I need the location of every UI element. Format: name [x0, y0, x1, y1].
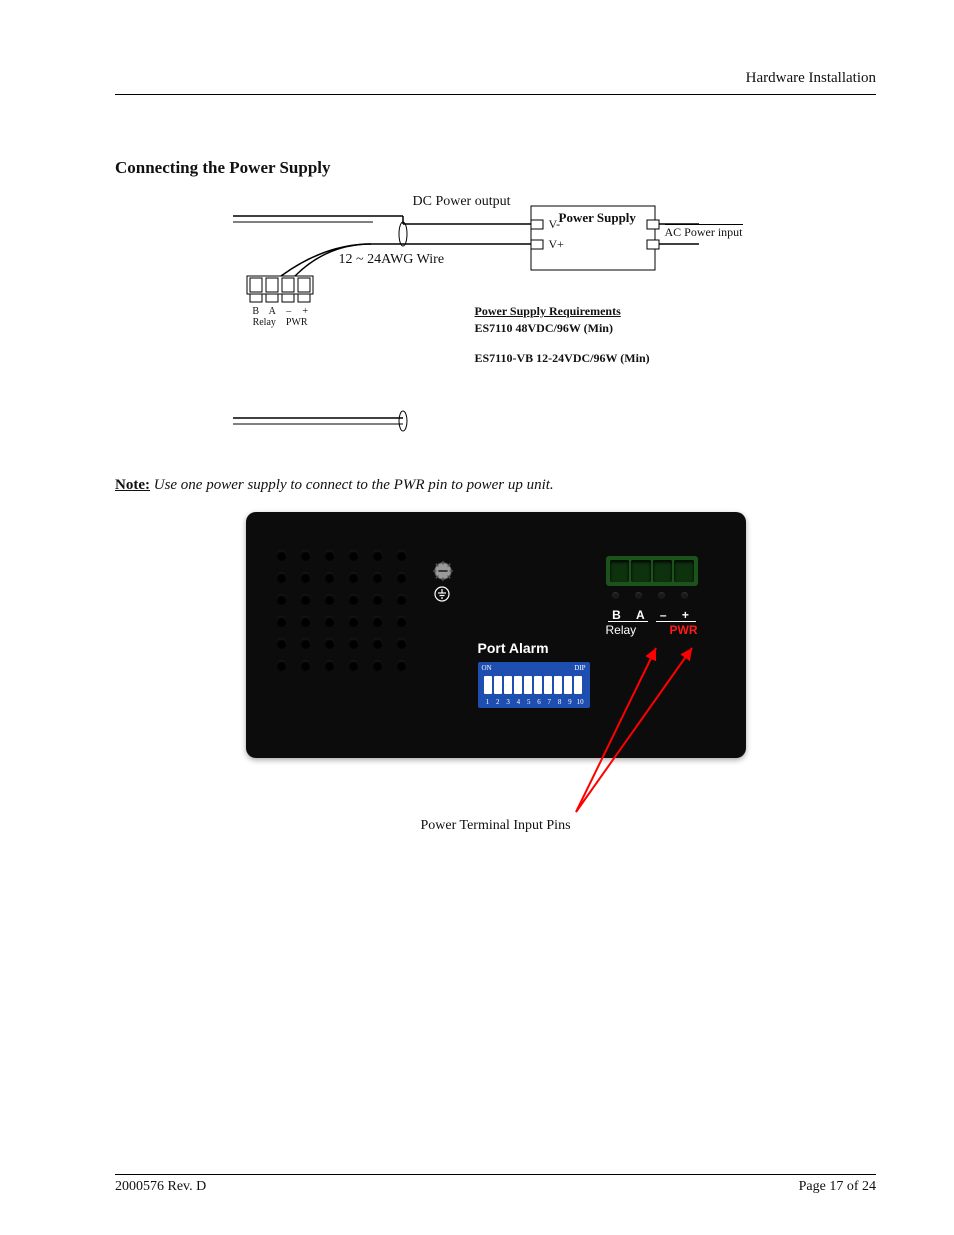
- tb-minus: –: [660, 608, 669, 622]
- note-label: Note:: [115, 477, 150, 493]
- psu-requirements: Power Supply Requirements ES7110 48VDC/9…: [475, 304, 650, 366]
- psu-req-line1: ES7110 48VDC/96W (Min): [475, 321, 613, 335]
- label-dc-output: DC Power output: [413, 194, 511, 210]
- term-A: A: [265, 306, 279, 317]
- header-title: Hardware Installation: [746, 70, 876, 87]
- term-pwr: PWR: [282, 317, 312, 328]
- ventilation-holes: [276, 550, 420, 682]
- tb-pwr: PWR: [670, 623, 698, 637]
- term-plus: +: [298, 306, 312, 317]
- terminal-block-screwholes: [612, 592, 688, 599]
- label-v-minus: V-: [549, 217, 561, 232]
- note-text: Use one power supply to connect to the P…: [150, 477, 554, 493]
- label-psu: Power Supply: [559, 210, 636, 226]
- term-relay: Relay: [249, 317, 279, 328]
- terminal-labels: B A – + Relay PWR: [248, 306, 314, 328]
- label-v-plus: V+: [549, 237, 564, 252]
- dip-switch-row: [484, 676, 582, 694]
- label-wire-gauge: 12 ~ 24AWG Wire: [339, 252, 445, 268]
- dip-switch-block: ON DIP 12345678910: [478, 662, 590, 708]
- footer-rule: [115, 1174, 876, 1175]
- footer-rev: 2000576 Rev. D: [115, 1179, 206, 1195]
- figure-device-top: Port Alarm ON DIP 12345678910 B A: [246, 512, 746, 834]
- ground-symbol-icon: [434, 586, 450, 602]
- ground-screw: [432, 560, 454, 582]
- dip-numbers: 12345678910: [484, 698, 585, 706]
- header-rule: [115, 94, 876, 95]
- tb-plus: +: [682, 608, 691, 622]
- psu-req-line2: ES7110-VB 12-24VDC/96W (Min): [475, 351, 650, 365]
- term-minus: –: [282, 306, 296, 317]
- tb-relay: Relay: [606, 623, 637, 637]
- tb-B: B: [612, 608, 623, 622]
- term-B: B: [249, 306, 263, 317]
- arrow-caption: Power Terminal Input Pins: [246, 818, 746, 834]
- port-alarm-label: Port Alarm: [478, 640, 549, 656]
- dip-dip-label: DIP: [574, 664, 585, 672]
- device-enclosure: Port Alarm ON DIP 12345678910 B A: [246, 512, 746, 758]
- terminal-block-connector: [606, 556, 698, 586]
- dip-on-label: ON: [482, 664, 492, 672]
- psu-req-title: Power Supply Requirements: [475, 304, 621, 319]
- figure-wiring-diagram: DC Power output 12 ~ 24AWG Wire Power Su…: [233, 188, 759, 463]
- footer-page: Page 17 of 24: [799, 1179, 876, 1195]
- section-heading: Connecting the Power Supply: [115, 158, 876, 178]
- tb-A: A: [636, 608, 647, 622]
- label-ac-input: AC Power input: [665, 224, 743, 240]
- note-line: Note: Use one power supply to connect to…: [115, 477, 876, 494]
